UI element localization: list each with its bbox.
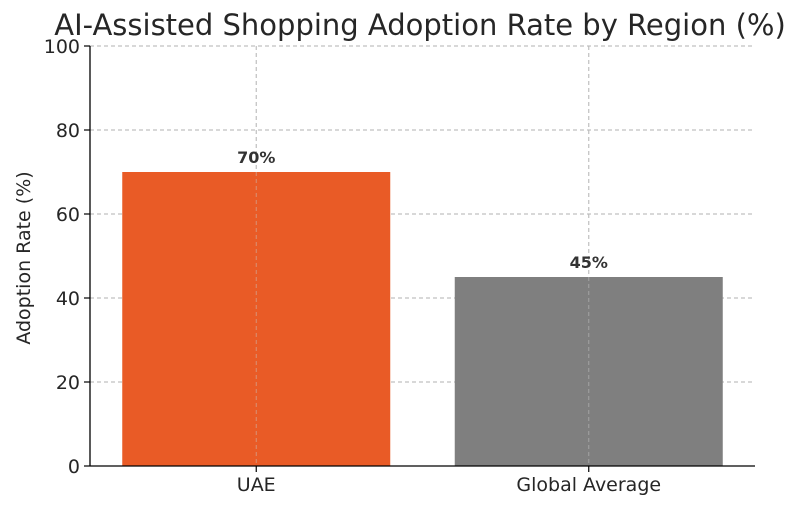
y-tick-label: 80 — [56, 120, 80, 142]
y-tick-label: 40 — [56, 288, 80, 310]
y-axis-label: Adoption Rate (%) — [13, 171, 35, 344]
y-tick-label: 100 — [44, 36, 80, 58]
data-label: 45% — [570, 253, 608, 272]
y-tick-label: 60 — [56, 204, 80, 226]
bars-layer — [122, 46, 723, 466]
axes-layer: 0 20 40 60 80 100 UAE Global Average — [44, 36, 755, 496]
x-tick-label: Global Average — [516, 474, 661, 496]
chart-title: AI-Assisted Shopping Adoption Rate by Re… — [54, 8, 786, 42]
y-tick-label: 0 — [68, 456, 80, 478]
x-tick-label: UAE — [237, 474, 276, 496]
data-label: 70% — [237, 148, 275, 167]
y-tick-label: 20 — [56, 372, 80, 394]
labels-layer: 70% 45% — [237, 148, 608, 272]
